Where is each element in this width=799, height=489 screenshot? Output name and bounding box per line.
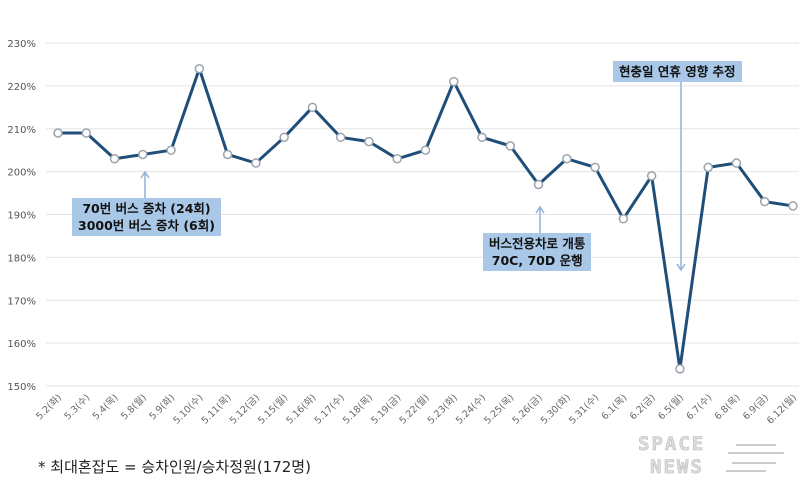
space-news-logo: SPACE NEWS [638, 433, 784, 477]
x-tick-label: 5.15(월) [255, 392, 290, 427]
data-point [646, 171, 657, 181]
x-tick-label: 5.3(수) [63, 392, 93, 422]
y-tick-label: 180% [7, 253, 36, 264]
data-point [590, 162, 600, 173]
data-point [307, 102, 318, 113]
data-point [449, 76, 459, 87]
data-point [562, 154, 572, 164]
data-point [194, 63, 205, 74]
data-point [335, 132, 346, 143]
x-tick-label: 5.17(수) [313, 392, 347, 426]
y-tick-label: 160% [7, 339, 36, 350]
data-point [81, 128, 92, 138]
x-tick-label: 5.30(화) [539, 392, 573, 426]
x-tick-label: 5.24(수) [454, 392, 488, 426]
y-tick-label: 170% [7, 296, 36, 307]
data-point [251, 158, 261, 168]
x-tick-label: 6.12(월) [764, 392, 799, 427]
arrow-bus-lane-head [535, 205, 545, 214]
data-point [703, 162, 713, 173]
x-tick-label: 5.18(목) [341, 392, 375, 426]
data-point [420, 145, 431, 155]
data-point [279, 132, 289, 143]
x-tick-label: 6.1(목) [600, 392, 630, 422]
data-point [477, 132, 487, 143]
x-tick-label: 5.31(수) [567, 392, 601, 426]
data-point [731, 158, 742, 168]
arrow-holiday-head [676, 263, 686, 272]
annotation-holiday: 현충일 연휴 영향 추정 [613, 61, 742, 82]
x-tick-label: 5.11(목) [200, 392, 234, 426]
y-tick-label: 220% [7, 82, 36, 93]
x-tick-label: 5.10(수) [171, 392, 205, 426]
footnote: * 최대혼잡도 = 승차인원/승차정원(172명) [38, 458, 311, 476]
data-point [392, 154, 402, 164]
x-tick-label: 5.8(월) [118, 392, 149, 423]
x-tick-label: 6.7(수) [684, 392, 714, 422]
y-tick-label: 150% [7, 382, 36, 393]
x-tick-label: 5.19(금) [369, 392, 403, 426]
y-tick-label: 190% [7, 211, 36, 222]
svg-text:SPACE: SPACE [638, 433, 705, 455]
x-tick-label: 5.2(화) [34, 392, 64, 422]
x-tick-label: 6.2(금) [628, 392, 658, 422]
x-tick-label: 5.22(월) [397, 392, 432, 427]
annotation-bus-increase: 70번 버스 증차 (24회) 3000번 버스 증차 (6회) [72, 198, 221, 236]
data-point [138, 149, 148, 160]
data-point [618, 214, 629, 224]
data-point [759, 196, 770, 207]
data-point [222, 149, 233, 160]
x-tick-label: 5.12(금) [228, 392, 262, 426]
y-tick-label: 200% [7, 168, 36, 179]
x-tick-label: 5.4(목) [91, 392, 121, 422]
svg-text:NEWS: NEWS [650, 456, 704, 477]
x-tick-label: 6.5(월) [655, 392, 686, 423]
data-point [53, 128, 63, 138]
y-tick-label: 230% [7, 39, 36, 50]
data-point [109, 154, 120, 164]
x-tick-label: 5.16(화) [284, 392, 318, 426]
x-tick-label: 5.25(목) [482, 392, 516, 426]
y-tick-label: 210% [7, 125, 36, 136]
data-point [675, 364, 685, 374]
x-tick-label: 5.26(금) [511, 392, 545, 426]
data-point [166, 145, 176, 155]
data-point [788, 201, 798, 211]
data-point [505, 141, 516, 151]
x-tick-label: 5.23(화) [426, 392, 460, 426]
annotation-bus-lane: 버스전용차로 개통 70C, 70D 운행 [483, 233, 592, 271]
arrow-bus-increase-head [140, 170, 150, 179]
data-point [364, 136, 374, 147]
data-point [533, 179, 544, 190]
x-tick-label: 6.8(목) [713, 392, 743, 422]
